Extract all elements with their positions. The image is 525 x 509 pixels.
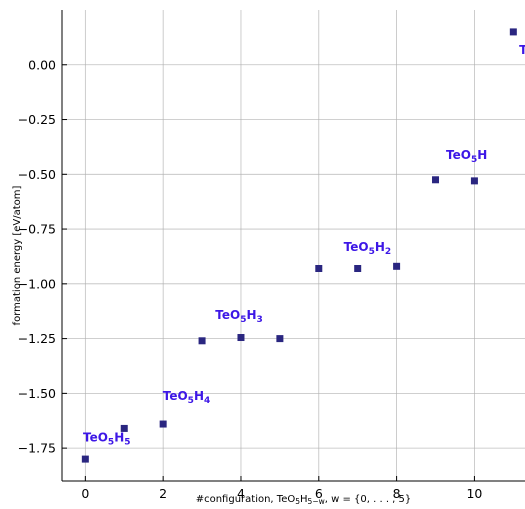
- x-tick-label: 0: [81, 486, 89, 501]
- annotation-label: TeO5H2: [344, 240, 392, 257]
- data-point: [81, 455, 89, 463]
- x-tick-label: 6: [315, 486, 323, 501]
- y-tick-label: 0.00: [28, 57, 56, 72]
- y-tick-label: −1.50: [18, 386, 56, 401]
- data-point: [237, 334, 245, 342]
- data-point: [276, 335, 284, 343]
- annotation-label: TeO5H5: [83, 431, 131, 448]
- y-tick-label: −1.75: [18, 441, 56, 456]
- annotation-label: TeO5H4: [163, 389, 211, 406]
- x-tick-label: 2: [159, 486, 167, 501]
- annotation-label: TeO5H3: [215, 308, 263, 325]
- y-tick-label: −0.75: [18, 222, 56, 237]
- y-tick-label: −1.00: [18, 276, 56, 291]
- x-tick-label: 10: [466, 486, 482, 501]
- annotations: TeO5H5 TeO5H4 TeO5H3 TeO5H2 TeO5H TeO5: [83, 43, 525, 448]
- y-tick-label: −0.50: [18, 167, 56, 182]
- annotation-label: TeO5H: [446, 148, 487, 165]
- y-tick-label: −0.25: [18, 112, 56, 127]
- y-axis-label: formation energy [eV/atom]: [12, 185, 23, 325]
- x-axis-label: #configuration, TeO5H5−w, w = {0, . . . …: [196, 494, 412, 506]
- grid: [62, 10, 525, 481]
- data-point: [120, 424, 128, 432]
- data-point: [432, 176, 440, 184]
- data-point: [354, 265, 362, 273]
- data-points: [81, 28, 517, 463]
- plot-frame: [61, 10, 525, 482]
- data-point: [393, 262, 401, 270]
- data-point: [198, 337, 206, 345]
- data-point: [470, 177, 478, 185]
- x-tick-label: 8: [393, 486, 401, 501]
- ticks: 0 2 4 6 8 10 0.00 −0.25 −0.50 −0.75 −1.00 −1.25 −1.5…: [18, 57, 483, 501]
- data-point: [315, 265, 323, 273]
- x-tick-label: 4: [237, 486, 245, 501]
- y-tick-label: −1.25: [18, 331, 56, 346]
- annotation-label: TeO5: [519, 43, 525, 60]
- data-point: [159, 420, 167, 428]
- data-point: [509, 28, 517, 36]
